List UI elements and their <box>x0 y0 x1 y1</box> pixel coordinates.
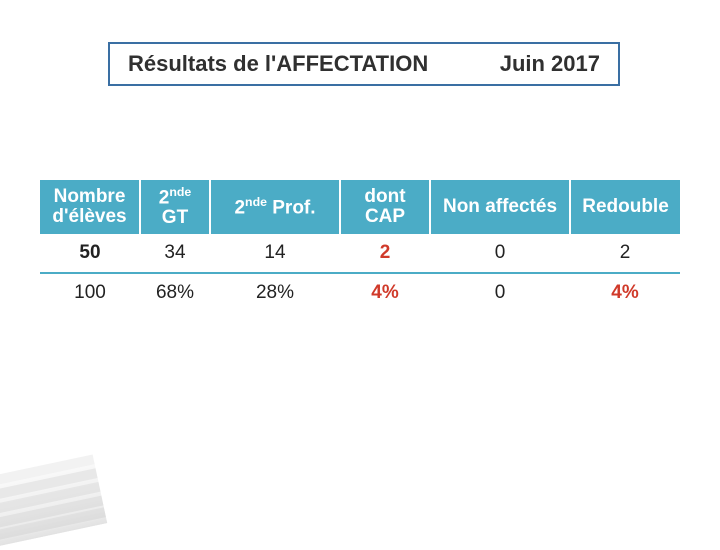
table-row: 10068%28%4%04% <box>40 273 680 312</box>
table-cell: 2 <box>570 234 680 273</box>
table-header-cell: Non affectés <box>430 180 570 234</box>
table-header-cell: Redouble <box>570 180 680 234</box>
table-cell: 68% <box>140 273 210 312</box>
table-cell: 50 <box>40 234 140 273</box>
table-header-row: Nombred'élèves2ndeGT2nde Prof.dontCAPNon… <box>40 180 680 234</box>
table-cell: 14 <box>210 234 340 273</box>
table-header-cell: 2nde Prof. <box>210 180 340 234</box>
title-date: Juin 2017 <box>500 51 600 77</box>
table-header-cell: Nombred'élèves <box>40 180 140 234</box>
table-cell: 2 <box>340 234 430 273</box>
table-cell: 34 <box>140 234 210 273</box>
table-header-cell: 2ndeGT <box>140 180 210 234</box>
corner-layer <box>0 468 107 550</box>
table-cell: 0 <box>430 273 570 312</box>
table-row: 503414202 <box>40 234 680 273</box>
table-header-cell: dontCAP <box>340 180 430 234</box>
table-body: 50341420210068%28%4%04% <box>40 234 680 312</box>
table-cell: 4% <box>340 273 430 312</box>
corner-layer <box>0 507 107 550</box>
results-table: Nombred'élèves2ndeGT2nde Prof.dontCAPNon… <box>40 180 680 312</box>
table-head: Nombred'élèves2ndeGT2nde Prof.dontCAPNon… <box>40 180 680 234</box>
table-cell: 28% <box>210 273 340 312</box>
results-table-container: Nombred'élèves2ndeGT2nde Prof.dontCAPNon… <box>40 180 680 312</box>
table-cell: 100 <box>40 273 140 312</box>
corner-layer <box>0 496 107 550</box>
table-cell: 4% <box>570 273 680 312</box>
title-main: Résultats de l'AFFECTATION <box>128 51 428 77</box>
title-box: Résultats de l'AFFECTATION Juin 2017 <box>108 42 620 86</box>
corner-decoration <box>0 455 107 550</box>
corner-layer <box>0 455 107 550</box>
table-cell: 0 <box>430 234 570 273</box>
